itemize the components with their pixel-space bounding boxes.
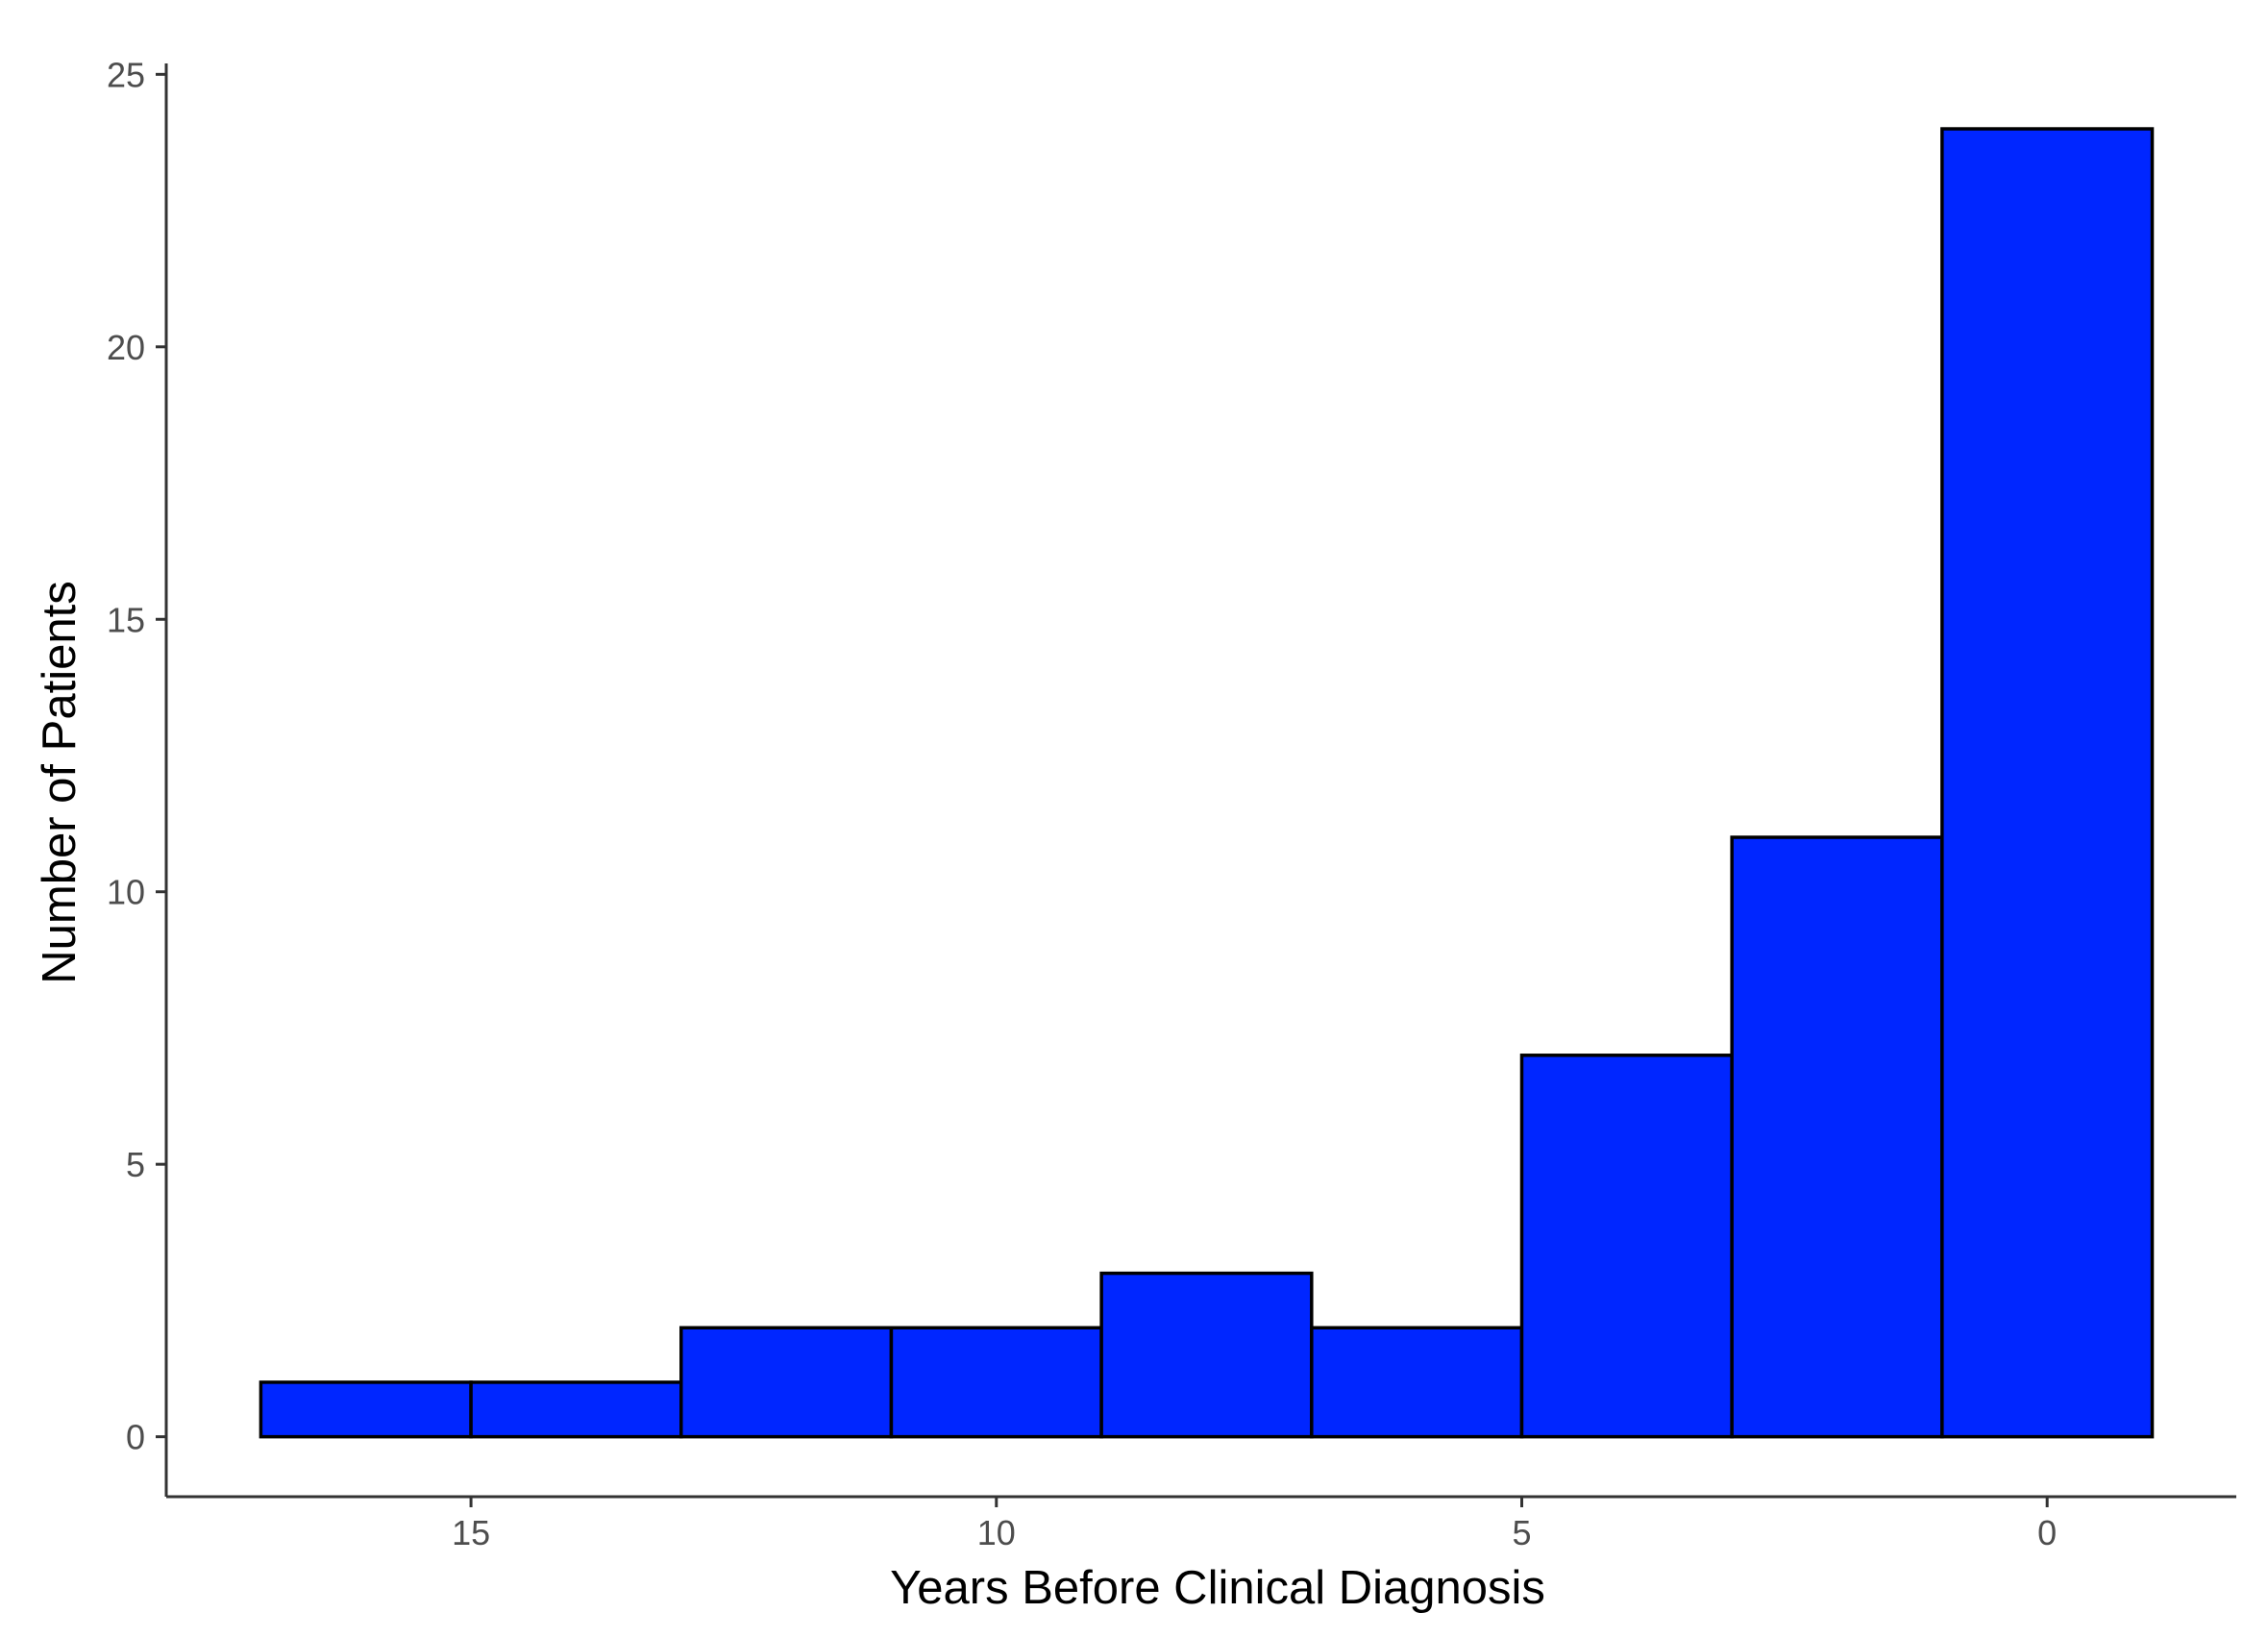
x-tick-label: 15 (452, 1513, 490, 1552)
histogram-bar-5 (1099, 1271, 1314, 1439)
bars-layer (259, 127, 2155, 1439)
axes-layer (164, 63, 2236, 1499)
histogram-bar-4 (889, 1326, 1103, 1439)
x-tick-label: 5 (1512, 1513, 1531, 1552)
histogram-bar-1 (259, 1380, 473, 1439)
histogram-bar-3 (679, 1326, 894, 1439)
histogram-bar-7 (1519, 1054, 1734, 1439)
y-tick-label: 5 (126, 1145, 145, 1184)
histogram-bar-8 (1730, 835, 1944, 1439)
y-tick-label: 10 (107, 873, 145, 912)
x-tick-label: 0 (2037, 1513, 2057, 1552)
y-ticks: 0 5 10 15 20 25 (107, 55, 166, 1457)
y-tick-label: 20 (107, 328, 145, 367)
x-tick-label: 10 (977, 1513, 1016, 1552)
x-ticks: 15 10 5 0 (452, 1497, 2057, 1552)
histogram-bar-9 (1940, 127, 2155, 1439)
y-tick-label: 0 (126, 1418, 145, 1457)
histogram-bar-2 (469, 1380, 683, 1439)
histogram-bar-6 (1310, 1326, 1524, 1439)
y-axis-title: Number of Patients (34, 581, 86, 983)
x-axis-title: Years Before Clinical Diagnosis (890, 1562, 1545, 1614)
y-tick-label: 15 (107, 600, 145, 639)
y-tick-label: 25 (107, 55, 145, 94)
